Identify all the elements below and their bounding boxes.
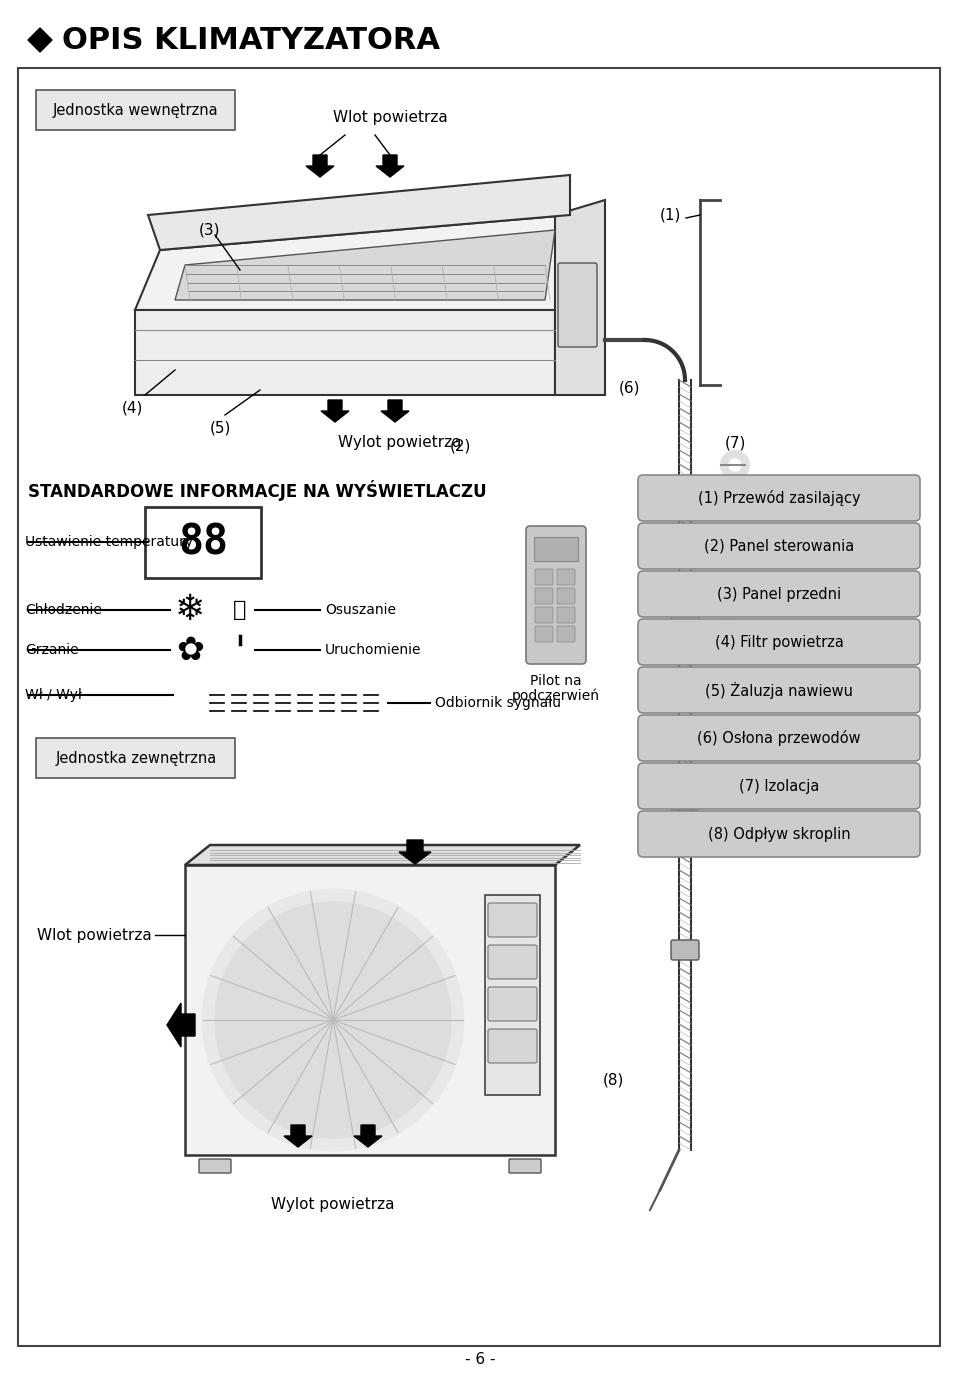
FancyBboxPatch shape [671,940,699,960]
FancyBboxPatch shape [557,607,575,623]
Circle shape [729,459,741,471]
Polygon shape [185,845,580,865]
Text: OPIS KLIMATYZATORA: OPIS KLIMATYZATORA [62,25,440,54]
FancyBboxPatch shape [638,811,920,856]
Text: (4) Filtr powietrza: (4) Filtr powietrza [714,634,844,650]
Polygon shape [28,28,52,51]
FancyBboxPatch shape [638,570,920,618]
Text: ✿: ✿ [176,633,204,666]
Text: (7): (7) [724,434,746,450]
Text: (5) Żaluzja nawiewu: (5) Żaluzja nawiewu [705,682,853,698]
Circle shape [721,451,749,479]
Text: Wł / Wył: Wł / Wył [25,688,82,702]
FancyBboxPatch shape [558,262,597,347]
Text: Wylot powietrza: Wylot powietrza [338,434,462,450]
FancyBboxPatch shape [535,589,553,604]
FancyBboxPatch shape [557,589,575,604]
Text: (1): (1) [660,207,681,222]
FancyBboxPatch shape [638,475,920,520]
FancyBboxPatch shape [638,668,920,713]
FancyBboxPatch shape [638,523,920,569]
Circle shape [203,890,463,1151]
Text: (2): (2) [449,439,470,452]
Circle shape [215,902,451,1138]
FancyBboxPatch shape [145,507,261,577]
FancyBboxPatch shape [557,569,575,584]
FancyBboxPatch shape [509,1159,541,1173]
FancyBboxPatch shape [36,90,235,130]
Circle shape [723,607,733,618]
Text: Wlot powietrza: Wlot powietrza [37,927,152,942]
Polygon shape [399,840,431,863]
Text: (2) Panel sterowania: (2) Panel sterowania [704,539,854,554]
Circle shape [228,638,252,662]
Text: (8) Odpływ skroplin: (8) Odpływ skroplin [708,826,851,841]
FancyBboxPatch shape [557,626,575,643]
Text: Osuszanie: Osuszanie [325,602,396,618]
Polygon shape [555,200,605,396]
Text: Jednostka wewnętrzna: Jednostka wewnętrzna [53,103,219,118]
Text: (6) Osłona przewodów: (6) Osłona przewodów [697,730,861,745]
Text: (5): (5) [209,421,230,434]
Text: Ustawienie temperatury: Ustawienie temperatury [25,534,193,550]
Polygon shape [321,400,349,422]
FancyBboxPatch shape [199,1159,231,1173]
Text: Wlot powietrza: Wlot powietrza [332,110,447,125]
Text: 88: 88 [178,520,228,564]
FancyBboxPatch shape [488,1029,537,1063]
FancyBboxPatch shape [671,790,699,811]
Polygon shape [354,1126,382,1146]
Polygon shape [175,230,555,300]
Polygon shape [381,400,409,422]
FancyBboxPatch shape [36,738,235,779]
Text: Jednostka zewnętrzna: Jednostka zewnętrzna [56,751,217,766]
FancyBboxPatch shape [488,945,537,979]
Polygon shape [167,1004,195,1047]
Text: Chłodzenie: Chłodzenie [25,602,102,618]
Polygon shape [376,155,404,178]
Polygon shape [306,155,334,178]
FancyBboxPatch shape [488,987,537,1022]
Polygon shape [284,1126,312,1146]
FancyBboxPatch shape [638,715,920,761]
Text: Pilot na: Pilot na [530,675,582,688]
FancyBboxPatch shape [638,763,920,809]
Text: (3) Panel przedni: (3) Panel przedni [717,587,841,601]
Text: Uruchomienie: Uruchomienie [325,643,421,657]
Text: (1) Przewód zasilający: (1) Przewód zasilający [698,490,860,507]
FancyBboxPatch shape [526,526,586,663]
FancyBboxPatch shape [185,865,555,1155]
Text: ❄: ❄ [175,593,205,627]
Text: podczerwień: podczerwień [512,688,600,702]
Text: Odbiornik sygnału: Odbiornik sygnału [435,695,561,711]
Polygon shape [135,215,570,310]
FancyBboxPatch shape [534,537,578,561]
Circle shape [723,793,733,802]
FancyBboxPatch shape [638,619,920,665]
Text: STANDARDOWE INFORMACJE NA WYŚWIETLACZU: STANDARDOWE INFORMACJE NA WYŚWIETLACZU [28,480,487,501]
Text: Grzanie: Grzanie [25,643,79,657]
Text: - 6 -: - 6 - [465,1352,495,1367]
FancyBboxPatch shape [18,68,940,1346]
Text: (6): (6) [619,380,640,396]
FancyBboxPatch shape [485,895,540,1095]
Text: (3): (3) [200,222,221,237]
FancyBboxPatch shape [535,607,553,623]
Text: 💧: 💧 [233,600,247,620]
Text: Wylot powietrza: Wylot powietrza [272,1196,395,1212]
Text: (8): (8) [602,1073,624,1088]
Circle shape [176,682,204,709]
Text: (4): (4) [121,400,143,415]
FancyBboxPatch shape [535,626,553,643]
FancyBboxPatch shape [488,904,537,937]
Polygon shape [148,175,570,250]
Text: (7) Izolacja: (7) Izolacja [739,779,819,794]
Polygon shape [135,310,555,396]
FancyBboxPatch shape [671,605,699,625]
FancyBboxPatch shape [535,569,553,584]
